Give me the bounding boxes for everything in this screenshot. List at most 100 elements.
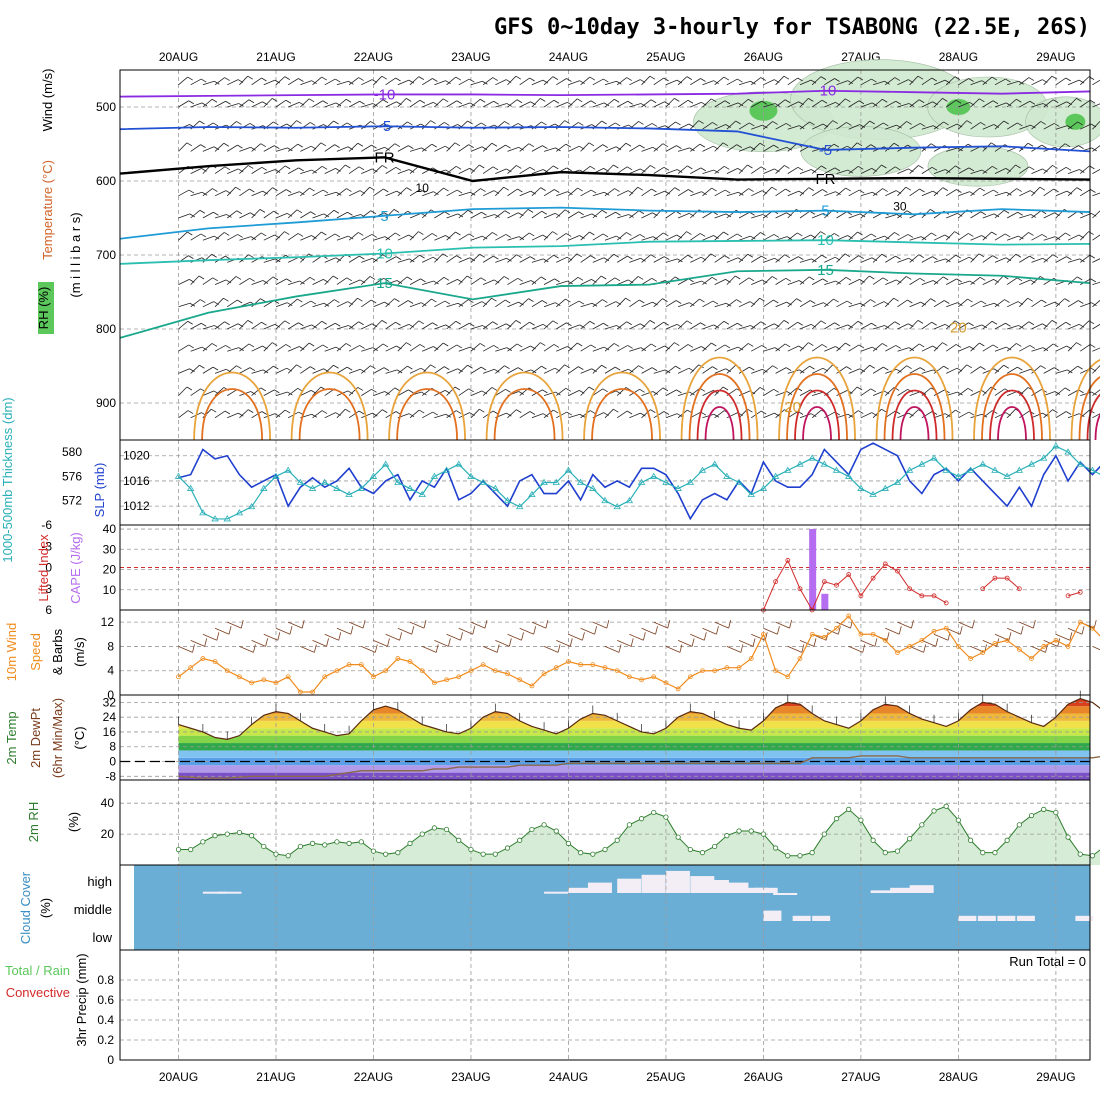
wind-barb-flag	[929, 209, 936, 213]
wind-barb	[214, 214, 232, 219]
wind-barb-staff	[190, 102, 203, 108]
surface-wind-barb	[629, 632, 646, 641]
wind-barb	[592, 346, 610, 352]
wind-barb-flag	[347, 235, 354, 240]
wind-barb-staff	[300, 324, 312, 330]
wind-barb	[580, 255, 596, 263]
wind-barb-staff	[921, 298, 931, 308]
wind-barb-staff	[763, 234, 775, 241]
wind-barb	[409, 409, 425, 419]
wind-barb-flag	[371, 144, 377, 149]
wind-barb-staff	[555, 364, 565, 374]
wind-barb-staff	[263, 145, 275, 152]
wind-barb-flag	[494, 214, 500, 218]
wind-barb	[1067, 169, 1085, 174]
wind-barb-staff	[933, 187, 944, 197]
wind-barb-staff	[1006, 301, 1019, 308]
rh2m-area	[178, 806, 1100, 865]
pressure-tick: 600	[96, 174, 116, 188]
wind-barb-staff	[970, 277, 981, 285]
wind-barb	[1055, 387, 1071, 396]
surface-wind-barb	[300, 644, 317, 653]
wind-barb-flag	[347, 390, 354, 395]
thickness-marker	[455, 460, 463, 467]
wind-barb	[677, 212, 695, 219]
wind-barb	[848, 386, 863, 396]
wind-barb-staff	[580, 386, 590, 396]
wind-barb-flag	[847, 169, 854, 174]
wind-barb-staff	[251, 387, 262, 396]
wind-barb-staff	[1043, 99, 1054, 108]
wind-barb-flag	[966, 120, 972, 124]
wind-barb-staff	[409, 320, 420, 330]
wind-barb-staff	[872, 235, 885, 241]
wind-speed-marker	[712, 668, 718, 674]
wind-barb-flag	[188, 344, 194, 349]
wind-barb	[324, 257, 341, 263]
wind-barb-flag	[1016, 343, 1022, 347]
wind-barb-flag	[820, 76, 827, 80]
wind-barb-staff	[836, 122, 847, 130]
wind-barb-staff	[751, 255, 762, 263]
wind-barb-staff	[336, 80, 349, 86]
wind-barb-staff	[348, 77, 359, 86]
li-tick: -3	[41, 539, 52, 553]
wind-speed-marker	[419, 668, 425, 674]
wind-barb-flag	[945, 413, 951, 418]
wind-barb-staff	[251, 411, 263, 419]
wind-barb-staff	[397, 389, 409, 396]
wind-barb-staff	[751, 345, 762, 352]
thickness-marker	[845, 472, 853, 479]
wind-speed-marker	[858, 631, 864, 637]
wind-barb-staff	[397, 365, 408, 374]
wind-barb-staff	[348, 142, 359, 152]
wind-barb-staff	[921, 411, 933, 419]
surface-wind-barb	[202, 632, 220, 641]
wind-barb-flag	[431, 233, 438, 237]
wind-barb-staff	[373, 320, 383, 330]
wind-barb-flag	[418, 76, 425, 80]
wind-barb	[531, 300, 548, 308]
wind-barb-staff	[568, 235, 580, 241]
wind-barb	[495, 103, 512, 108]
wind-barb-flag	[444, 366, 450, 370]
wind-barb-staff	[568, 80, 580, 86]
wind-barb	[994, 299, 1010, 308]
wind-barb-flag	[578, 122, 584, 126]
precip-legend-total: Total / Rain	[5, 963, 70, 978]
wind-barb-flag	[748, 277, 755, 282]
wind-barb	[312, 231, 327, 241]
wind-barb-staff	[763, 121, 773, 130]
wind-barb	[738, 122, 755, 130]
wind-barb-flag	[467, 120, 473, 125]
wind-barb-flag	[674, 342, 680, 346]
wind-barb-staff	[214, 214, 227, 219]
wind-barb-flag	[625, 142, 632, 147]
surface-wind-barb	[665, 644, 683, 653]
wind-barb	[885, 77, 901, 86]
wind-barb	[519, 166, 536, 174]
wind-barb-staff	[763, 144, 774, 152]
surface-wind-barb-staff	[787, 646, 802, 653]
wind-barb	[348, 345, 365, 352]
surface-wind-barb-flag	[1081, 626, 1085, 635]
wind-barb	[1019, 321, 1035, 330]
wind-barb	[1043, 123, 1060, 130]
wind-barb	[763, 276, 778, 285]
wind-barb-staff	[397, 187, 407, 197]
wind-barb-staff	[348, 255, 360, 263]
wind-barb	[190, 78, 207, 86]
wind-barb-staff	[422, 411, 433, 419]
wind-speed-marker	[346, 662, 352, 668]
wind-barb-flag	[919, 188, 925, 193]
wind-barb-staff	[397, 276, 408, 285]
wind-barb	[251, 280, 269, 285]
wind-barb-flag	[323, 368, 329, 373]
wind-barb-staff	[909, 367, 921, 374]
wind-barb-staff	[568, 342, 578, 352]
wind-speed-marker	[773, 668, 779, 674]
wind-barb-staff	[641, 320, 651, 330]
wind-barb-staff	[897, 323, 909, 330]
wind-barb-flag	[832, 120, 838, 124]
wind-barb-flag	[809, 121, 815, 126]
